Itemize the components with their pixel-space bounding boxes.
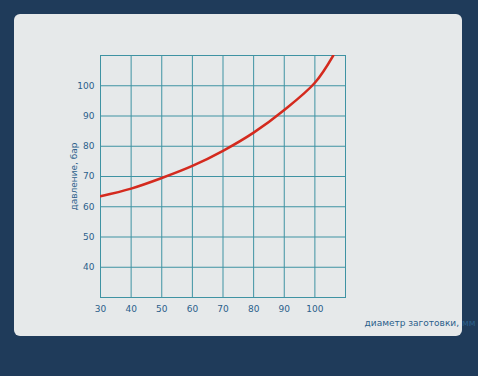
svg-text:80: 80 [83, 141, 95, 151]
svg-text:90: 90 [279, 304, 291, 314]
svg-text:50: 50 [83, 232, 95, 242]
svg-text:60: 60 [83, 202, 95, 212]
svg-text:90: 90 [83, 111, 95, 121]
svg-text:70: 70 [217, 304, 229, 314]
svg-text:80: 80 [248, 304, 260, 314]
svg-text:100: 100 [306, 304, 323, 314]
svg-text:100: 100 [77, 81, 94, 91]
svg-text:40: 40 [125, 304, 137, 314]
svg-text:давление, бар: давление, бар [69, 142, 79, 210]
svg-text:70: 70 [83, 171, 95, 181]
svg-text:диаметр заготовки, мм: диаметр заготовки, мм [365, 318, 476, 328]
svg-text:50: 50 [156, 304, 168, 314]
svg-text:40: 40 [83, 262, 95, 272]
svg-text:30: 30 [95, 304, 107, 314]
svg-text:60: 60 [187, 304, 199, 314]
